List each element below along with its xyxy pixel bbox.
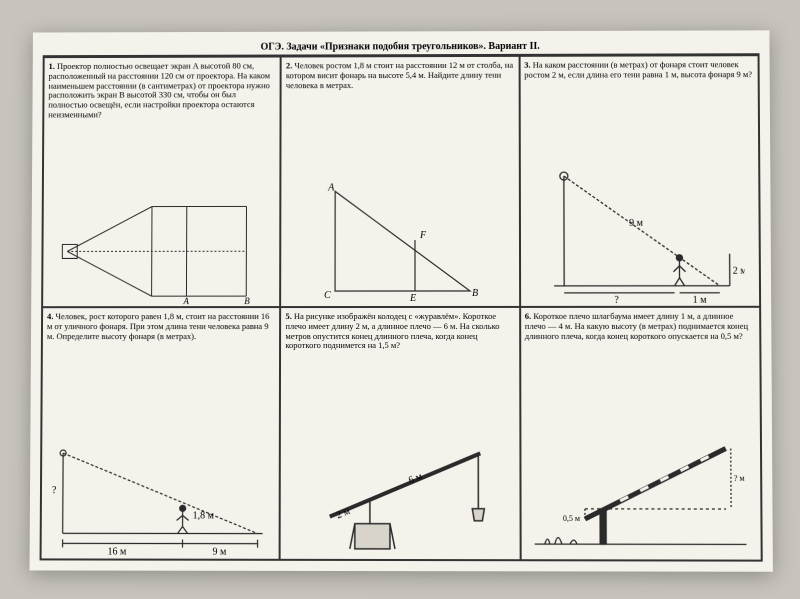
problem-1-number: 1. bbox=[49, 61, 55, 71]
problem-6-number: 6. bbox=[525, 310, 531, 320]
p5-6m: 6 м bbox=[407, 470, 425, 486]
p4-16: 16 м bbox=[108, 546, 128, 557]
problem-1-body: Проектор полностью освещает экран A высо… bbox=[48, 60, 270, 119]
p1-label-b: B bbox=[244, 296, 250, 306]
problem-6-text: 6. Короткое плечо шлагбаума имеет длину … bbox=[525, 311, 755, 340]
problem-6: 6. Короткое плечо шлагбаума имеет длину … bbox=[520, 306, 762, 560]
problem-2-number: 2. bbox=[286, 60, 292, 70]
p3-9m: 9 м bbox=[629, 217, 644, 228]
problem-2-diagram: A B C E F bbox=[281, 176, 518, 306]
p1-label-a: A bbox=[182, 296, 189, 306]
problem-3-number: 3. bbox=[524, 59, 530, 69]
p4-q: ? bbox=[52, 485, 56, 496]
problem-6-diagram: 0,5 м ? м bbox=[521, 428, 761, 559]
p6-05: 0,5 м bbox=[563, 513, 580, 522]
problem-3-diagram: 9 м 2 м 1 м ? bbox=[520, 155, 759, 305]
problem-3-text: 3. На каком расстоянии (в метрах) от фон… bbox=[524, 60, 753, 80]
p4-18: 1,8 м bbox=[193, 510, 215, 521]
p2-b: B bbox=[472, 287, 478, 298]
problem-4: 4. Человек, рост которого равен 1,8 м, с… bbox=[41, 307, 281, 560]
p6-q: ? м bbox=[734, 473, 745, 482]
problem-1: 1. Проектор полностью освещает экран A в… bbox=[42, 56, 281, 307]
p3-2m: 2 м bbox=[733, 265, 745, 276]
p2-a: A bbox=[327, 182, 335, 193]
problem-5: 5. На рисунке изображён колодец с «журав… bbox=[280, 306, 520, 559]
problem-5-text: 5. На рисунке изображён колодец с «журав… bbox=[285, 311, 514, 350]
problem-4-diagram: ? 1,8 м 16 м 9 м bbox=[42, 438, 280, 559]
p2-c: C bbox=[324, 290, 331, 301]
problem-2-body: Человек ростом 1,8 м стоит на расстоянии… bbox=[286, 59, 513, 89]
p3-1m: 1 м bbox=[693, 294, 708, 305]
p2-f: F bbox=[419, 230, 427, 241]
problem-4-number: 4. bbox=[47, 311, 53, 321]
problem-1-text: 1. Проектор полностью освещает экран A в… bbox=[48, 61, 276, 120]
problem-5-body: На рисунке изображён колодец с «журавлём… bbox=[285, 310, 499, 349]
p3-q: ? bbox=[615, 294, 619, 305]
problem-2: 2. Человек ростом 1,8 м стоит на расстоя… bbox=[280, 55, 519, 306]
problem-3-body: На каком расстоянии (в метрах) от фонаря… bbox=[524, 59, 752, 79]
p4-9: 9 м bbox=[213, 546, 228, 557]
problem-grid: 1. Проектор полностью освещает экран A в… bbox=[40, 54, 763, 561]
problem-5-diagram: 2 м 6 м bbox=[281, 438, 519, 559]
problem-3: 3. На каком расстоянии (в метрах) от фон… bbox=[519, 55, 760, 307]
worksheet-page: ОГЭ. Задачи «Признаки подобия треугольни… bbox=[30, 30, 773, 571]
problem-4-body: Человек, рост которого равен 1,8 м, стои… bbox=[47, 311, 270, 341]
problem-4-text: 4. Человек, рост которого равен 1,8 м, с… bbox=[47, 312, 276, 341]
problem-5-number: 5. bbox=[285, 311, 291, 321]
problem-1-diagram: A B bbox=[43, 196, 280, 306]
problem-6-body: Короткое плечо шлагбаума имеет длину 1 м… bbox=[525, 310, 748, 340]
p2-e: E bbox=[409, 292, 416, 303]
problem-2-text: 2. Человек ростом 1,8 м стоит на расстоя… bbox=[286, 60, 514, 90]
worksheet-header: ОГЭ. Задачи «Признаки подобия треугольни… bbox=[43, 38, 760, 56]
